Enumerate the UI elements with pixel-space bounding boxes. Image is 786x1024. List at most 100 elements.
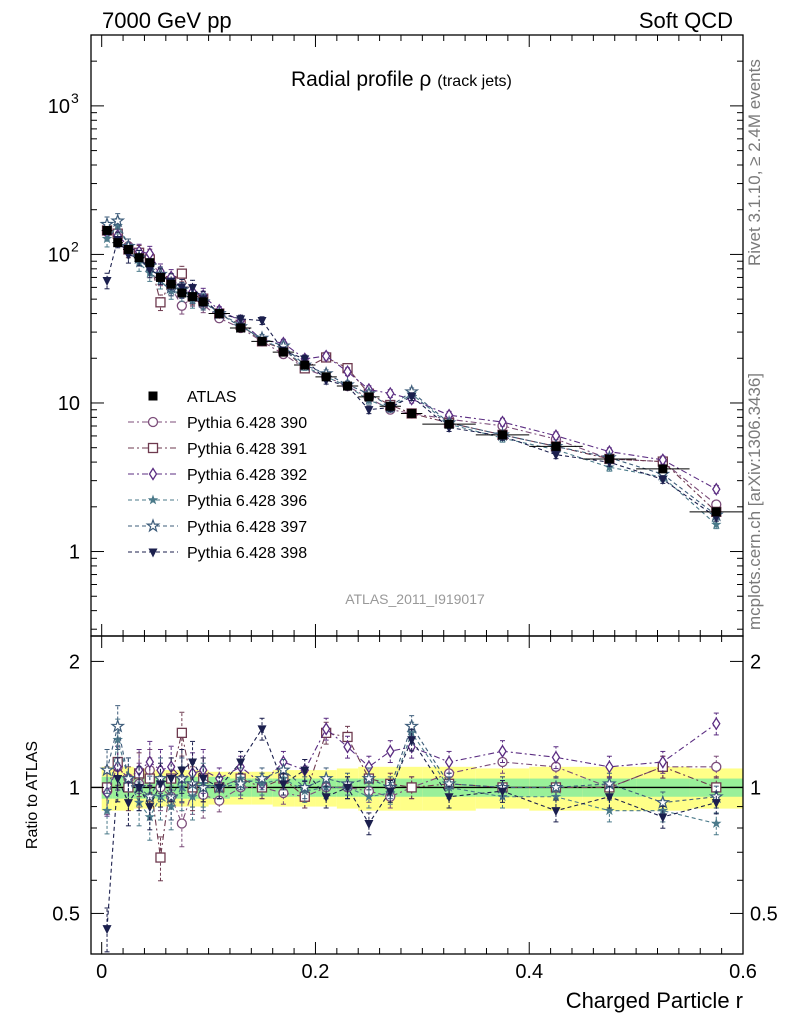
ratio-point xyxy=(711,818,722,828)
ratio-point xyxy=(113,760,122,774)
legend-marker xyxy=(147,442,159,454)
ratio-line-4 xyxy=(106,725,717,804)
ratio-point xyxy=(134,783,144,793)
data-point xyxy=(278,347,288,357)
ratio-point xyxy=(165,801,177,811)
chart-title: Radial profile ρ (track jets) xyxy=(291,68,512,91)
ratio-point xyxy=(144,811,155,822)
data-point xyxy=(166,279,176,289)
ratio-point xyxy=(386,744,395,758)
data-point xyxy=(407,408,417,418)
ratio-point xyxy=(176,727,188,739)
ratio-point xyxy=(123,799,133,809)
data-point xyxy=(155,272,165,282)
ratio-point xyxy=(658,813,668,823)
ratio-point xyxy=(233,776,249,791)
data-point xyxy=(177,288,187,298)
ratio-point xyxy=(113,775,123,785)
ratio-point xyxy=(318,770,334,785)
series-point xyxy=(188,284,198,294)
series-point xyxy=(712,482,721,496)
series-point xyxy=(658,475,668,485)
ratio-point xyxy=(321,722,331,736)
ratio-point xyxy=(321,793,331,803)
legend-label-data: ATLAS xyxy=(187,389,237,406)
series-point xyxy=(110,213,126,228)
y-tick-exponent: 2 xyxy=(71,238,79,254)
ratio-point xyxy=(364,819,374,829)
data-point xyxy=(198,297,208,307)
legend-label: Pythia 6.428 397 xyxy=(187,519,307,536)
ratio-tick-label: 0.5 xyxy=(52,903,80,925)
series-point xyxy=(102,277,112,287)
ratio-tick-label-right: 0.5 xyxy=(750,903,778,925)
series-point xyxy=(101,233,113,244)
ratio-axis-label: Ratio to ATLAS xyxy=(24,741,41,849)
ratio-point xyxy=(133,797,145,807)
ratio-point xyxy=(101,805,113,816)
data-point xyxy=(385,401,395,411)
ratio-point xyxy=(657,805,669,816)
ratio-point xyxy=(444,755,454,769)
ratio-point xyxy=(297,779,313,794)
series-point xyxy=(155,297,166,308)
ratio-tick-label: 1 xyxy=(69,777,80,799)
data-point xyxy=(321,372,331,382)
data-point xyxy=(188,292,198,302)
data-point xyxy=(113,238,123,248)
ratio-point xyxy=(102,925,112,935)
legend-marker xyxy=(147,416,159,428)
legend-marker xyxy=(147,494,159,505)
x-tick-label: 0.4 xyxy=(515,961,543,983)
header-right: Soft QCD xyxy=(638,8,733,33)
legend-marker xyxy=(148,548,158,558)
x-tick-label: 0 xyxy=(96,961,107,983)
data-point xyxy=(444,419,454,429)
legend-label: Pythia 6.428 396 xyxy=(187,493,307,510)
data-point xyxy=(604,454,614,464)
ratio-point xyxy=(110,718,126,733)
analysis-watermark: ATLAS_2011_I919017 xyxy=(345,591,485,607)
ratio-point xyxy=(605,760,614,774)
ratio-line-3 xyxy=(106,731,717,825)
ratio-frame xyxy=(90,635,744,955)
ratio-point xyxy=(711,799,721,809)
data-point xyxy=(343,381,353,391)
ratio-point xyxy=(198,775,208,785)
legend-label: Pythia 6.428 391 xyxy=(187,441,307,458)
data-point xyxy=(364,392,374,402)
ratio-point xyxy=(236,758,246,768)
x-tick-label: 0.2 xyxy=(302,961,330,983)
data-point xyxy=(123,244,133,254)
ratio-tick-label-right: 2 xyxy=(750,651,761,673)
ratio-point xyxy=(361,770,377,785)
ratio-point xyxy=(188,758,198,768)
ratio-point xyxy=(406,782,417,793)
data-point xyxy=(145,258,155,268)
data-point xyxy=(658,464,668,474)
series-point xyxy=(321,349,331,363)
ratio-point xyxy=(343,740,352,754)
ratio-point xyxy=(655,794,671,809)
ratio-point xyxy=(300,766,310,776)
ratio-point xyxy=(166,775,176,785)
ratio-point xyxy=(604,805,615,816)
ratio-point xyxy=(275,762,291,777)
series-point xyxy=(711,519,722,530)
ratio-point xyxy=(343,783,353,793)
y-tick-label: 10 xyxy=(58,393,80,415)
ratio-point xyxy=(551,750,561,765)
series-line-3 xyxy=(106,224,717,526)
legend-label: Pythia 6.428 398 xyxy=(187,545,307,562)
y-tick-label: 10 xyxy=(48,96,70,118)
series-point xyxy=(257,317,267,327)
data-point xyxy=(134,253,144,263)
ratio-point xyxy=(385,787,395,797)
legend-marker xyxy=(148,467,158,481)
series-point xyxy=(236,315,246,325)
header-left: 7000 GeV pp xyxy=(102,8,232,33)
ratio-point xyxy=(604,793,614,803)
ratio-point xyxy=(711,761,722,772)
series-point xyxy=(551,451,561,461)
x-axis-label: Charged Particle r xyxy=(566,988,743,1013)
